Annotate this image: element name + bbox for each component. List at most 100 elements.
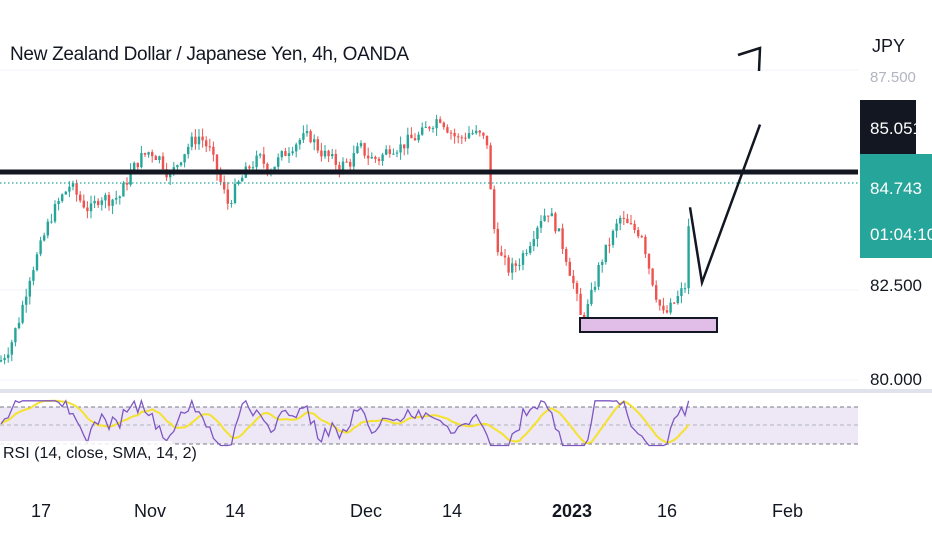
- time-label-nov: Nov: [134, 501, 166, 521]
- candle-body: [50, 221, 53, 223]
- candle-body: [673, 302, 676, 304]
- projection-arrow[interactable]: [688, 124, 762, 288]
- candle-body: [464, 137, 467, 139]
- candle-body: [417, 134, 420, 141]
- price-label-82500: 82.500: [870, 276, 922, 295]
- candle-body: [251, 167, 255, 169]
- candle-body: [208, 146, 211, 148]
- time-axis[interactable]: 17 Nov 14 Dec 14 2023 16 Feb: [31, 501, 803, 521]
- candle-body: [626, 218, 629, 223]
- candle-body: [352, 153, 355, 167]
- candle-body: [219, 172, 222, 182]
- time-label-2023: 2023: [552, 501, 592, 521]
- candle-body: [35, 254, 39, 271]
- candle-body: [7, 354, 10, 358]
- candle-body: [0, 360, 3, 362]
- candle-body: [475, 130, 478, 134]
- candle-body: [554, 213, 557, 232]
- candle-body: [565, 249, 568, 262]
- candle-body: [71, 183, 75, 187]
- candle-body: [399, 144, 402, 153]
- candle-body: [363, 143, 366, 156]
- candle-body: [97, 200, 100, 205]
- candle-body: [143, 153, 147, 155]
- candle-body: [359, 143, 363, 147]
- candle-body: [615, 223, 618, 231]
- candle-body: [273, 166, 276, 172]
- candle-body: [503, 255, 507, 258]
- candle-body: [161, 156, 165, 170]
- candle-body: [287, 153, 291, 156]
- resistance-price-label: 85.051: [870, 119, 922, 138]
- candle-body: [471, 133, 474, 135]
- candle-body: [403, 144, 406, 149]
- candle-body: [280, 151, 283, 158]
- candle-body: [640, 236, 643, 238]
- candle-body: [374, 156, 377, 159]
- candle-body: [43, 235, 46, 241]
- candle-body: [136, 162, 139, 168]
- candle-body: [449, 132, 453, 134]
- candle-body: [179, 162, 183, 166]
- candle-body: [601, 262, 604, 265]
- candle-body: [457, 136, 460, 138]
- candle-body: [147, 152, 150, 155]
- candle-body: [467, 133, 471, 139]
- price-label-80000: 80.000: [870, 370, 922, 389]
- arrow-head: [737, 46, 762, 72]
- candle-body: [115, 198, 118, 200]
- candle-body: [57, 201, 60, 205]
- candle-body: [604, 244, 607, 262]
- current-price-tag: [860, 154, 932, 258]
- chart-title[interactable]: New Zealand Dollar / Japanese Yen, 4h, O…: [10, 44, 409, 65]
- candle-body: [212, 146, 215, 155]
- candle-body: [53, 204, 57, 222]
- candle-body: [561, 228, 564, 249]
- candle-body: [406, 134, 409, 149]
- candle-body: [622, 217, 625, 219]
- candle-body: [61, 194, 64, 201]
- candle-body: [647, 254, 651, 269]
- candle-body: [392, 153, 395, 155]
- candle-body: [183, 154, 186, 163]
- candle-body: [345, 161, 348, 163]
- candle-body: [3, 357, 6, 361]
- candle-body: [590, 289, 593, 305]
- rsi-label[interactable]: RSI (14, close, SMA, 14, 2): [3, 445, 197, 462]
- candle-body: [633, 223, 636, 230]
- candle-body: [395, 152, 399, 154]
- candle-body: [323, 150, 327, 157]
- candle-body: [410, 134, 413, 139]
- candle-body: [201, 136, 204, 141]
- candle-body: [86, 207, 89, 212]
- candle-body: [367, 155, 370, 159]
- candle-body: [28, 280, 31, 297]
- support-zone[interactable]: [579, 317, 718, 333]
- candle-body: [669, 302, 672, 313]
- candle-body: [255, 155, 258, 168]
- candle-body: [385, 149, 388, 155]
- candle-body: [14, 328, 17, 343]
- candle-body: [305, 131, 309, 134]
- candle-body: [158, 156, 161, 160]
- candle-body: [446, 127, 449, 133]
- candle-body: [572, 275, 575, 284]
- candle-body: [489, 145, 492, 190]
- candle-body: [341, 161, 345, 171]
- candle-body: [651, 268, 654, 286]
- candle-body: [17, 322, 21, 329]
- candle-body: [518, 264, 521, 266]
- candle-body: [140, 153, 143, 168]
- candle-body: [536, 227, 539, 239]
- price-axis[interactable]: JPY 87.500 85.051 84.743 01:04:10 82.500…: [860, 36, 932, 389]
- candle-body: [10, 342, 13, 355]
- candle-body: [93, 200, 96, 204]
- candle-body: [197, 136, 201, 145]
- candle-body: [532, 239, 535, 247]
- candle-body: [230, 203, 233, 204]
- candle-body: [309, 131, 312, 143]
- candle-body: [284, 151, 287, 156]
- candle-body: [579, 293, 582, 315]
- candle-body: [575, 283, 579, 294]
